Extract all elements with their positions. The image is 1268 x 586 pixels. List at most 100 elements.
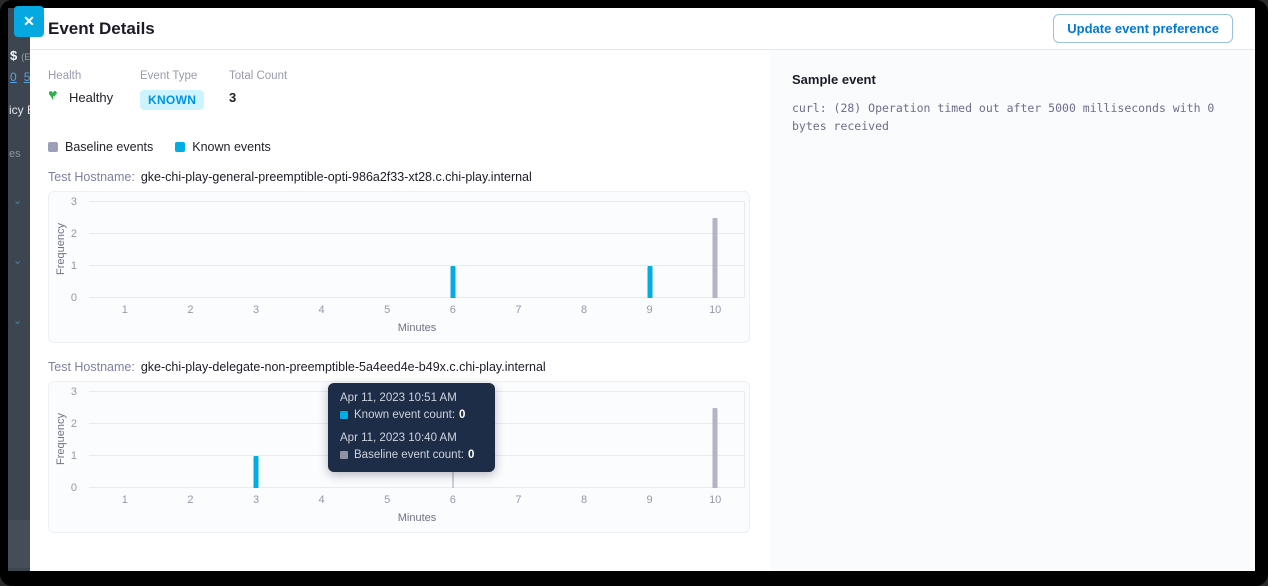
grid-line	[89, 233, 745, 234]
grid-line	[89, 297, 745, 298]
x-tick-label: 2	[187, 494, 194, 506]
grid-line	[89, 487, 745, 488]
stat-event-type: Event Type KNOWN	[140, 70, 211, 110]
x-tick-label: 3	[252, 494, 260, 506]
tooltip-label: Baseline event count:	[354, 449, 464, 461]
y-tick-label: 1	[70, 450, 77, 462]
background-text-price: $(Ex	[10, 48, 30, 63]
known-swatch-icon	[175, 142, 186, 152]
hostname-label: Test Hostname:	[48, 170, 135, 184]
bar-baseline[interactable]	[712, 218, 718, 298]
x-tick-label: 8	[580, 494, 588, 506]
grid-line	[89, 201, 745, 202]
x-tick-label: 9	[646, 494, 653, 506]
y-axis: 0 1 2 3	[49, 196, 83, 304]
bar-known[interactable]	[253, 456, 259, 488]
tooltip-timestamp: Apr 11, 2023 10:51 AM	[340, 392, 457, 404]
hostname-value: gke-chi-play-delegate-non-preemptible-5a…	[140, 360, 546, 374]
hostname-label: Test Hostname:	[48, 360, 135, 374]
stat-label: Health	[48, 70, 82, 82]
x-tick-label: 5	[384, 494, 391, 506]
x-tick-label: 4	[318, 494, 325, 506]
x-axis: 1 2 3 4 5 6 7 8 9 10	[89, 494, 745, 508]
legend-item-baseline[interactable]: Baseline events	[48, 140, 153, 154]
event-detail-content: Health ♥ ✓ Healthy Event Type KNOWN	[30, 50, 770, 571]
x-tick-label: 1	[121, 304, 128, 316]
x-tick-label: 4	[318, 304, 325, 316]
baseline-swatch-icon	[340, 451, 348, 459]
x-tick-label: 2	[187, 304, 194, 316]
x-tick-label: 3	[252, 304, 260, 316]
background-text-es: es	[9, 148, 21, 160]
chevron-down-icon: ⌄	[13, 195, 23, 207]
x-tick-label: 6	[449, 494, 456, 506]
event-details-modal: Event Details Update event preference He…	[30, 8, 1255, 571]
hostname-row: Test Hostname: gke-chi-play-delegate-non-…	[48, 360, 770, 374]
x-axis-title: Minutes	[397, 512, 437, 524]
bar-known[interactable]	[647, 266, 653, 298]
sample-event-body: curl: (28) Operation timed out after 500…	[792, 101, 1222, 133]
hostname-row: Test Hostname: gke-chi-play-general-preem…	[48, 170, 770, 184]
sample-event-title: Sample event	[792, 72, 876, 87]
y-tick-label: 3	[70, 386, 77, 398]
y-tick-label: 2	[70, 228, 77, 240]
x-tick-label: 1	[121, 494, 128, 506]
x-tick-label: 10	[709, 494, 722, 506]
modal-header: Event Details Update event preference	[30, 8, 1255, 50]
known-swatch-icon	[340, 411, 348, 419]
health-value: Healthy	[69, 90, 114, 105]
stat-health: Health ♥ ✓ Healthy	[48, 70, 122, 110]
chevron-down-icon: ⌄	[13, 315, 23, 327]
stat-label: Event Type	[140, 70, 198, 82]
x-tick-label: 9	[646, 304, 653, 316]
y-tick-label: 3	[70, 196, 77, 208]
background-panel	[8, 520, 30, 568]
background-text-policy: icy E	[9, 103, 30, 117]
tooltip-value: 0	[467, 449, 475, 461]
y-axis: 0 1 2 3	[49, 386, 83, 494]
plot-area	[89, 201, 745, 298]
background-page-strip: $(Ex 05 icy E es ⌄ ⌄ ⌄	[8, 8, 30, 571]
grid-line	[89, 265, 745, 266]
y-tick-label: 2	[70, 418, 77, 430]
x-axis: 1 2 3 4 5 6 7 8 9 10	[89, 304, 745, 318]
legend-item-known[interactable]: Known events	[175, 140, 271, 154]
stat-total-count: Total Count 3	[229, 70, 287, 110]
chart-legend: Baseline events Known events	[48, 140, 770, 154]
page-title: Event Details	[48, 18, 155, 38]
x-tick-label: 7	[515, 304, 522, 316]
x-tick-label: 10	[709, 304, 722, 316]
close-icon: ✕	[23, 13, 35, 29]
x-tick-label: 5	[384, 304, 391, 316]
x-axis-title: Minutes	[397, 322, 437, 334]
update-event-preference-button[interactable]: Update event preference	[1053, 14, 1233, 43]
hostname-value: gke-chi-play-general-preemptible-opti-98…	[140, 170, 532, 184]
total-count-value: 3	[229, 90, 237, 105]
tooltip-value: 0	[459, 409, 466, 421]
chevron-down-icon: ⌄	[13, 255, 23, 267]
x-tick-label: 8	[580, 304, 588, 316]
sample-event-panel: Sample event curl: (28) Operation timed …	[770, 50, 1255, 571]
y-tick-label: 0	[70, 482, 77, 494]
baseline-swatch-icon	[48, 142, 58, 152]
healthy-heart-icon: ♥ ✓	[48, 87, 59, 104]
stat-label: Total Count	[229, 70, 288, 82]
stats-row: Health ♥ ✓ Healthy Event Type KNOWN	[48, 70, 770, 110]
chart-tooltip: Apr 11, 2023 10:51 AM Known event count:…	[328, 383, 495, 472]
y-tick-label: 0	[70, 292, 77, 304]
close-button[interactable]: ✕	[14, 6, 44, 37]
x-tick-label: 7	[515, 494, 522, 506]
bar-known[interactable]	[450, 266, 456, 298]
legend-label: Baseline events	[65, 140, 154, 154]
tooltip-timestamp: Apr 11, 2023 10:40 AM	[340, 432, 457, 444]
legend-label: Known events	[192, 140, 271, 154]
tooltip-label: Known event count:	[354, 409, 456, 421]
bar-baseline[interactable]	[712, 408, 718, 488]
y-tick-label: 1	[70, 260, 77, 272]
event-type-badge: KNOWN	[140, 90, 205, 110]
x-tick-label: 6	[449, 304, 456, 316]
